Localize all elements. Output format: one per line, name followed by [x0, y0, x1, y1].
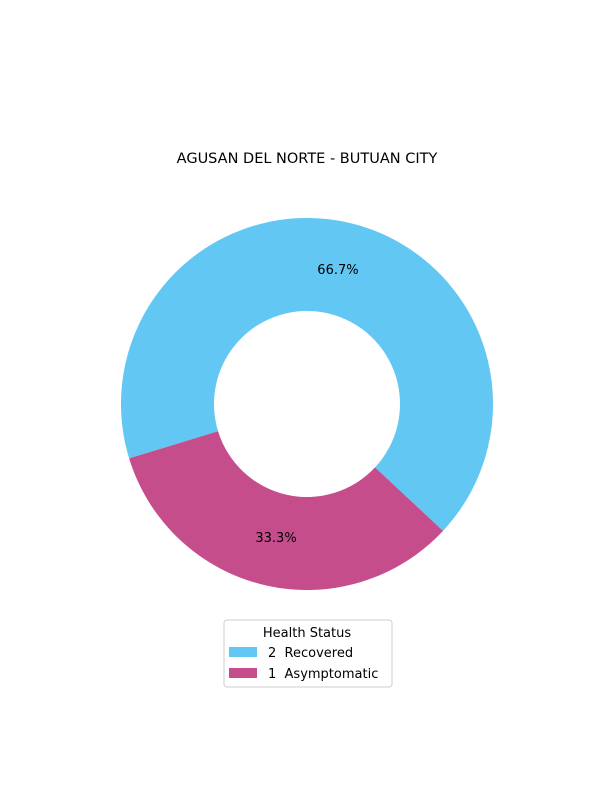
slice-labels-group: 66.7% 33.3%	[255, 263, 358, 546]
slice-label-2: 33.3%	[255, 531, 296, 546]
legend-label-1: 2 Recovered	[268, 646, 353, 661]
legend-swatch-1	[229, 647, 257, 657]
legend-title: Health Status	[263, 626, 351, 641]
legend-swatch-2	[229, 668, 257, 678]
legend: Health Status 2 Recovered 1 Asymptomatic	[223, 619, 393, 688]
legend-label-2: 1 Asymptomatic	[268, 667, 378, 682]
slice-label-1: 66.7%	[317, 263, 358, 278]
slice-2	[129, 431, 444, 590]
slice-1	[120, 217, 494, 531]
legend-items: 2 Recovered 1 Asymptomatic	[229, 646, 378, 682]
legend-frame	[223, 619, 393, 688]
chart-title: AGUSAN DEL NORTE - BUTUAN CITY	[177, 151, 438, 167]
slices-group	[120, 217, 494, 590]
